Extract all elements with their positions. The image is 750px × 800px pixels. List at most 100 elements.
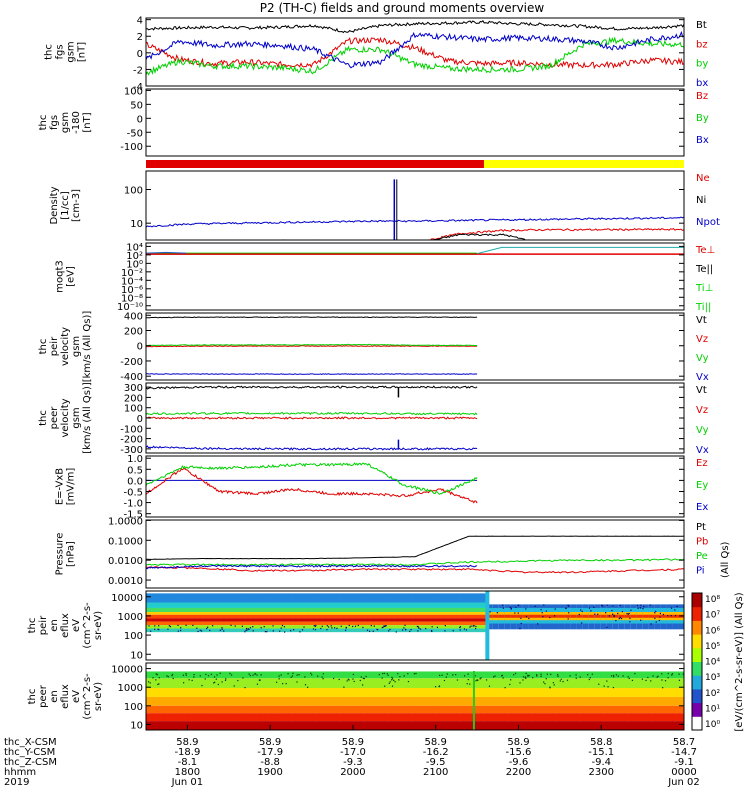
spec-cell [157, 593, 165, 603]
spec-cell [391, 678, 398, 689]
spec-cell [289, 618, 296, 622]
spec-cell [163, 625, 171, 629]
spec-cell [235, 625, 243, 629]
spec-speckle [606, 680, 608, 682]
spec-cell [468, 607, 476, 613]
series-Pe [146, 558, 684, 566]
spec-cell [415, 614, 422, 619]
spec-cell [259, 632, 267, 640]
spec-cell [295, 628, 302, 633]
spec-cell [618, 688, 625, 697]
spec-cell [450, 593, 458, 603]
spec-speckle [489, 611, 491, 613]
spec-cell [432, 713, 440, 722]
colorbar-cell [692, 599, 702, 603]
x-axis-value: -15.1 [588, 747, 614, 758]
spec-cell [313, 607, 320, 613]
spec-cell [265, 665, 273, 672]
spec-speckle [606, 626, 608, 628]
spec-cell [432, 628, 440, 633]
spec-speckle [180, 629, 182, 632]
spec-cell [205, 665, 213, 672]
colorbar-cell [692, 597, 702, 601]
spec-cell [510, 665, 518, 672]
spec-cell [307, 602, 314, 608]
colorbar-cell [692, 666, 702, 669]
spec-speckle [416, 625, 418, 628]
spec-cell [265, 614, 273, 619]
spec-speckle [417, 626, 419, 628]
spec-speckle [397, 673, 399, 675]
spec-cell [259, 705, 267, 714]
spec-cell [271, 621, 279, 626]
spec-cell [588, 671, 595, 679]
spec-cell [432, 618, 440, 622]
spec-speckle [502, 677, 504, 679]
spec-cell [373, 678, 380, 689]
spec-cell [468, 713, 476, 722]
spec-cell [606, 721, 613, 730]
spec-cell [199, 621, 207, 626]
spec-cell [325, 721, 332, 730]
spec-cell [397, 688, 404, 697]
spec-cell [355, 612, 362, 615]
spec-speckle [365, 675, 367, 678]
y-tick-label: 200 [124, 393, 143, 404]
spec-cell [391, 688, 398, 697]
spec-cell [151, 713, 159, 722]
spec-cell [355, 721, 362, 730]
legend-entry: Vz [696, 405, 708, 416]
spec-cell [612, 678, 619, 689]
spec-speckle [172, 677, 174, 680]
spec-speckle [242, 677, 244, 679]
spec-cell [295, 621, 302, 626]
spec-speckle [552, 682, 555, 684]
spec-speckle [642, 607, 644, 610]
spec-cell [289, 696, 296, 706]
spec-speckle [446, 673, 448, 675]
spec-cell [313, 696, 320, 706]
spec-speckle [147, 681, 150, 683]
spec-cell [355, 614, 362, 619]
spec-cell [438, 621, 446, 626]
spec-speckle [436, 626, 439, 628]
spec-speckle [381, 626, 383, 629]
spec-cell [289, 665, 296, 672]
spec-cell [229, 602, 237, 608]
spec-speckle [214, 681, 216, 683]
spec-cell [253, 593, 261, 603]
y-tick-label: -100 [120, 424, 143, 435]
spec-cell [319, 713, 326, 722]
spec-cell [295, 607, 302, 613]
spec-cell [594, 614, 601, 618]
spec-speckle [532, 677, 534, 679]
spec-speckle [463, 628, 466, 630]
spec-speckle [166, 675, 168, 677]
spec-cell [241, 721, 249, 730]
spec-cell [277, 665, 284, 672]
spec-cell [229, 612, 237, 615]
spec-cell [594, 678, 601, 689]
y-tick-label: -400 [120, 372, 143, 383]
spec-cell [391, 696, 398, 706]
y-axis-label: gsm [66, 41, 77, 62]
spec-cell [438, 678, 446, 689]
y-axis-label: [nT] [82, 112, 93, 132]
spec-cell [474, 607, 482, 613]
spec-cell [235, 665, 243, 672]
spec-cell [289, 705, 296, 714]
spec-cell [546, 721, 553, 730]
spec-cell [654, 713, 661, 722]
spec-cell [474, 593, 482, 603]
panel-mode [146, 160, 684, 168]
spec-cell [247, 705, 255, 714]
x-axis-row-label: 2019 [4, 777, 29, 788]
spec-cell [331, 721, 338, 730]
spec-cell [247, 612, 255, 615]
spec-cell [181, 671, 189, 679]
spec-cell [187, 628, 195, 633]
spec-cell [391, 612, 398, 615]
spec-cell [385, 696, 392, 706]
